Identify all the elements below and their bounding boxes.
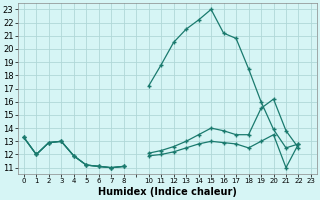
X-axis label: Humidex (Indice chaleur): Humidex (Indice chaleur) [98, 187, 237, 197]
